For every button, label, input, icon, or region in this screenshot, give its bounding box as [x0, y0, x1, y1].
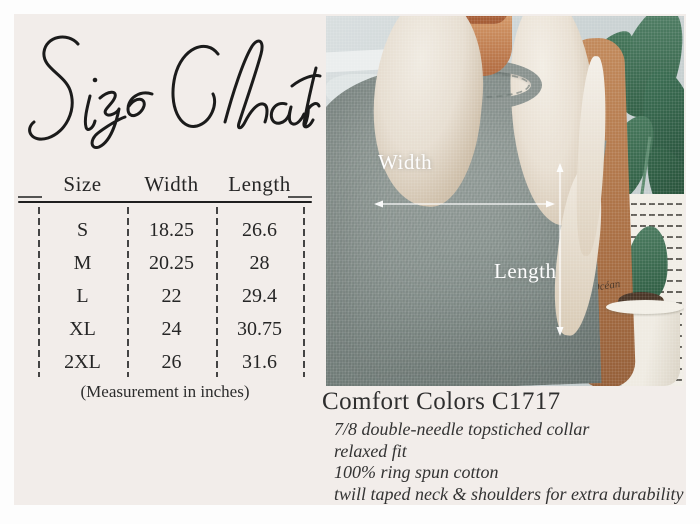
table-column-divider: [38, 207, 40, 377]
width-cell: 24: [161, 318, 182, 340]
size-cell: S: [76, 219, 89, 241]
product-feature: 100% ring spun cotton: [334, 462, 499, 482]
product-feature: twill taped neck & shoulders for extra d…: [334, 483, 684, 504]
column-header-width: Width: [144, 171, 199, 196]
length-cell: 26.6: [242, 219, 277, 241]
table-column-divider: [216, 207, 218, 377]
size-cell: 2XL: [64, 351, 101, 373]
column-header-size: Size: [63, 171, 102, 196]
content-panel: Size Chart Size Width Length: [14, 14, 686, 505]
length-cell: 28: [249, 252, 270, 274]
measurement-note: (Measurement in inches): [80, 382, 250, 401]
product-photo: Océan Width Length: [326, 16, 684, 386]
column-header-length: Length: [228, 171, 291, 196]
width-cell: 22: [161, 285, 182, 307]
table-rule-tick: [18, 196, 42, 198]
table-rule-tick: [288, 196, 312, 198]
product-name: Comfort Colors C1717: [322, 388, 561, 415]
table-column-divider: [127, 207, 129, 377]
size-cell: M: [73, 252, 92, 274]
size-table-header: Size Width Length: [38, 168, 303, 200]
size-table-rows: S 18.25 26.6 M 20.25 28 L 22 29.4 XL 24 30.75 2XL 26 3…: [38, 214, 303, 379]
table-header-rule: [18, 201, 312, 203]
product-feature: relaxed fit: [334, 440, 407, 461]
width-measure-label: Width: [378, 150, 433, 174]
page-title: Size Chart: [22, 30, 322, 158]
product-features: 7/8 double-needle topstiched collar relax…: [322, 419, 684, 505]
plant-pot-rim: [606, 300, 684, 314]
model-chin: [458, 16, 508, 24]
measurement-arrows: [374, 163, 564, 336]
length-cell: 29.4: [242, 285, 277, 307]
length-cell: 31.6: [242, 351, 277, 373]
size-cell: L: [76, 285, 89, 307]
width-cell: 26: [161, 351, 182, 373]
product-feature: 7/8 double-needle topstiched collar: [334, 419, 590, 439]
width-cell: 18.25: [149, 219, 194, 241]
length-cell: 30.75: [237, 318, 282, 340]
size-cell: XL: [69, 318, 96, 340]
table-column-divider: [303, 207, 305, 377]
size-chart-script-lettering: [28, 35, 322, 150]
product-info: Comfort Colors C1717 7/8 double-needle t…: [322, 388, 684, 505]
width-cell: 20.25: [149, 252, 194, 274]
length-measure-label: Length: [494, 259, 557, 283]
